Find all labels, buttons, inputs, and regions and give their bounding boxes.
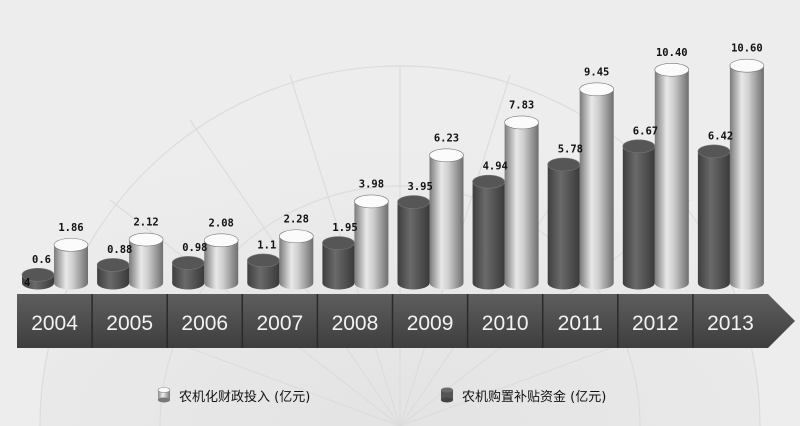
tick-label-2010: 2010	[482, 312, 529, 335]
bar-subsidy-2006	[171, 256, 205, 290]
legend-item-fiscal: 农机化财政投入 (亿元)	[157, 384, 310, 406]
bar-fiscal-2013	[729, 58, 765, 290]
tick-label-2012: 2012	[632, 312, 679, 335]
bar-fiscal-2004	[53, 238, 89, 290]
bar-fiscal-2009	[429, 148, 464, 290]
data-label-fiscal-2012: 10.40	[656, 47, 688, 59]
data-label-fiscal-2006: 2.08	[209, 217, 234, 229]
data-label-fiscal-2008: 3.98	[359, 178, 384, 190]
legend-label-fiscal: 农机化财政投入 (亿元)	[179, 389, 311, 405]
data-label-subsidy-2009: 3.95	[408, 181, 433, 193]
data-label-fiscal-2011: 9.45	[584, 66, 609, 78]
data-label-fiscal-2007: 2.28	[284, 213, 309, 225]
data-label-subsidy-2011: 5.78	[558, 144, 583, 156]
data-label-fiscal-2010: 7.83	[509, 99, 534, 111]
data-label-fiscal-2004: 1.86	[58, 222, 83, 234]
bar-fiscal-2007	[278, 229, 314, 290]
bar-fiscal-2010	[504, 115, 539, 290]
extra-data-label-0: 4	[24, 277, 30, 289]
tick-label-2005: 2005	[106, 312, 153, 335]
bar-fiscal-2012	[654, 63, 690, 290]
bar-fiscal-2011	[579, 82, 615, 290]
tick-label-2006: 2006	[181, 312, 228, 335]
bar-subsidy-2004	[21, 267, 55, 290]
data-label-subsidy-2007: 1.1	[257, 239, 276, 251]
tick-label-2011: 2011	[558, 312, 603, 335]
bar-fiscal-2008	[354, 194, 389, 290]
data-label-subsidy-2006: 0.98	[182, 242, 207, 254]
bar-fiscal-2005	[128, 232, 164, 290]
bar-subsidy-2009	[397, 195, 430, 290]
legend-item-subsidy: 农机购置补贴资金 (亿元)	[440, 384, 606, 406]
tick-label-2008: 2008	[332, 312, 379, 335]
tick-label-2009: 2009	[407, 312, 454, 335]
data-label-subsidy-2005: 0.88	[107, 244, 132, 256]
data-label-subsidy-2013: 6.42	[708, 130, 733, 142]
bar-subsidy-2005	[96, 258, 130, 290]
bar-subsidy-2008	[322, 236, 355, 290]
data-label-fiscal-2005: 2.12	[133, 217, 158, 229]
bar-subsidy-2013	[697, 144, 731, 290]
data-label-fiscal-2013: 10.60	[731, 43, 763, 55]
year-axis-band	[17, 294, 795, 348]
bar-subsidy-2010	[472, 174, 505, 290]
data-label-subsidy-2010: 4.94	[483, 161, 508, 173]
bar-subsidy-2007	[246, 253, 280, 290]
legend-label-subsidy: 农机购置补贴资金 (亿元)	[462, 389, 607, 405]
bar-subsidy-2012	[622, 139, 656, 290]
tick-label-2004: 2004	[31, 312, 78, 335]
data-label-subsidy-2012: 6.67	[633, 125, 658, 137]
data-label-subsidy-2004: 0.6	[32, 254, 51, 266]
dark-cylinder-icon	[441, 387, 453, 403]
data-label-subsidy-2008: 1.95	[332, 222, 357, 234]
tick-label-2007: 2007	[256, 312, 303, 335]
tick-label-2013: 2013	[707, 312, 754, 335]
bar-fiscal-2006	[203, 233, 239, 290]
data-label-fiscal-2009: 6.23	[434, 132, 459, 144]
light-cylinder-icon	[157, 387, 171, 403]
bar-subsidy-2011	[547, 157, 581, 290]
